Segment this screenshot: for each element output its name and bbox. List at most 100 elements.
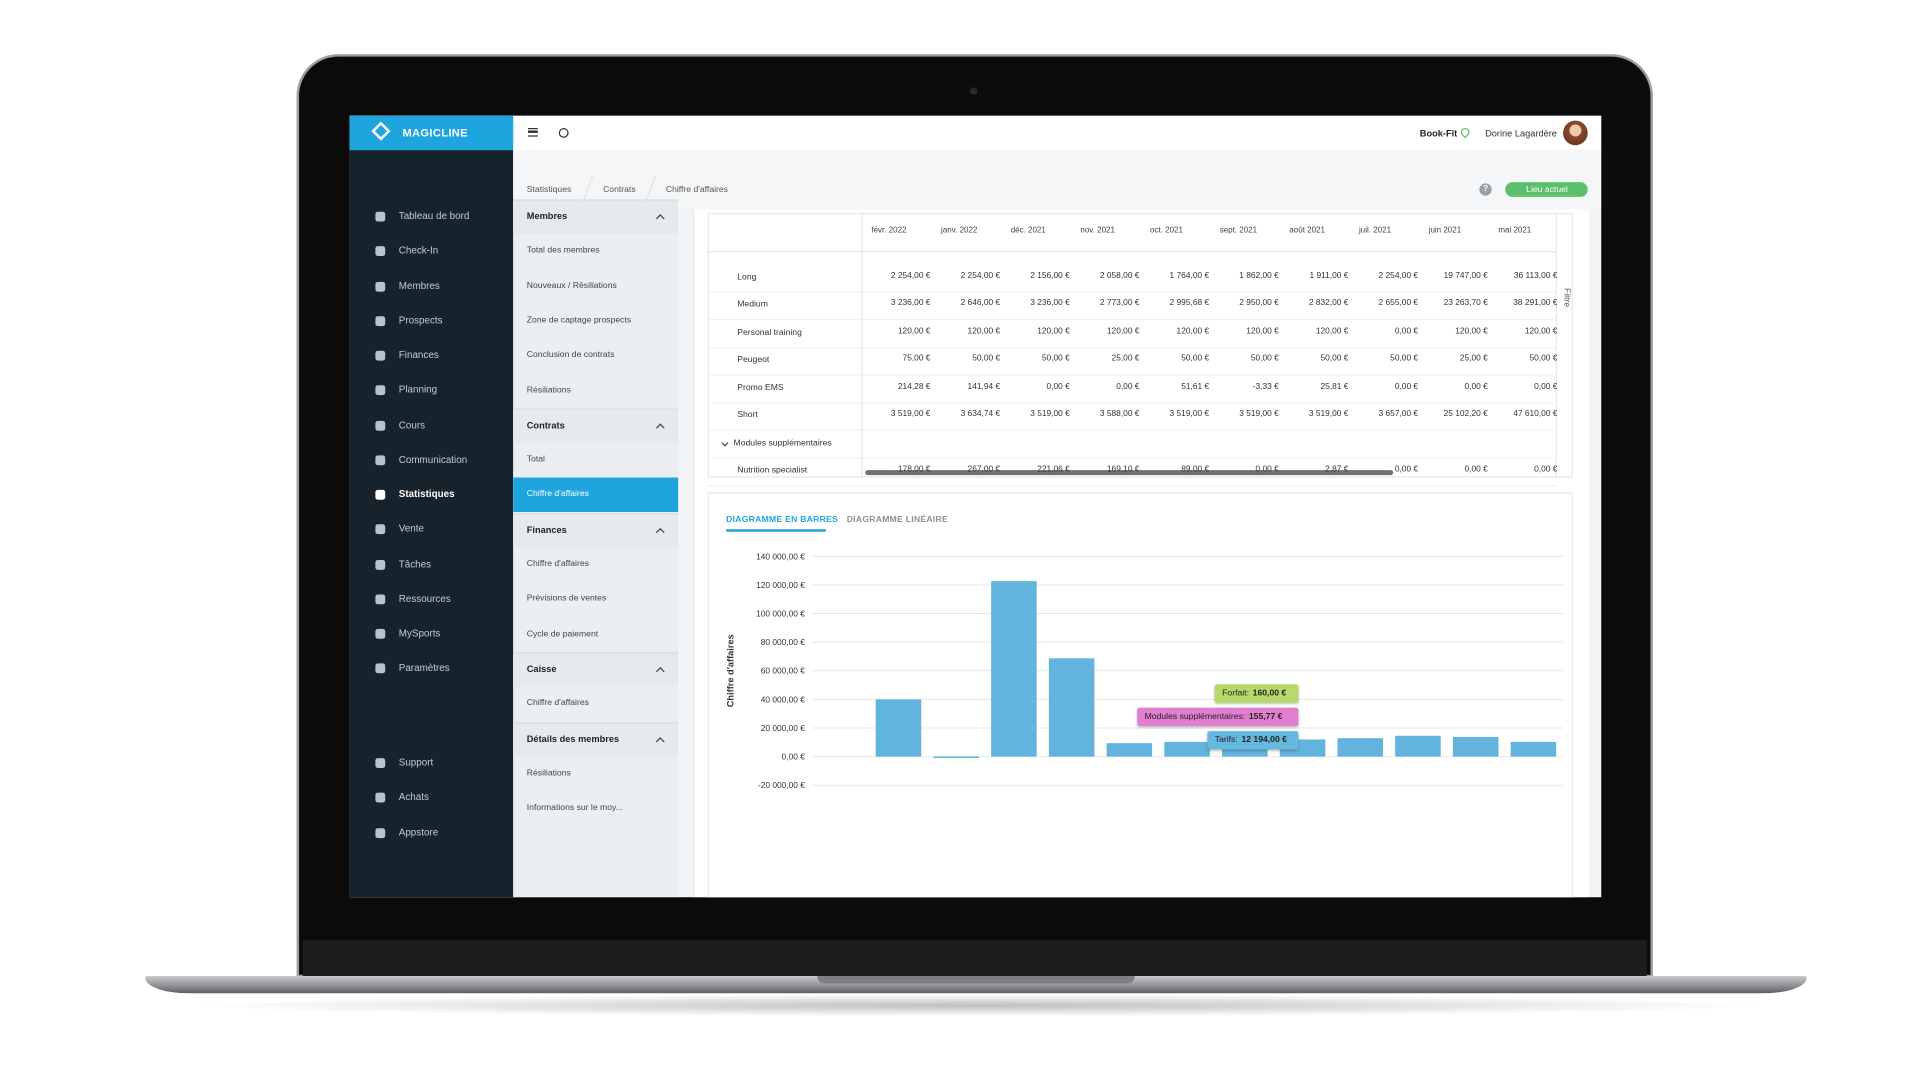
tooltip-value: 12 194,00 € (1241, 735, 1287, 745)
menu-icon[interactable] (527, 127, 538, 137)
y-tick-label: 140 000,00 € (756, 551, 805, 561)
camera (969, 87, 978, 95)
submenu-item[interactable]: Cycle de paiement (526, 629, 599, 639)
breadcrumb-item[interactable]: Chiffre d'affaires (665, 185, 728, 195)
cell: 0,00 € (1464, 465, 1488, 475)
nav-item[interactable]: Tableau de bord (398, 210, 470, 222)
cell: 0,00 € (1046, 382, 1070, 392)
cell: 50,00 € (1390, 354, 1419, 364)
nav-item[interactable]: Vente (398, 523, 424, 535)
column-header: mai 2021 (1498, 226, 1532, 236)
nav-icon (375, 315, 386, 326)
cell: 0,00 € (1464, 382, 1488, 392)
tooltip-text: Forfait: 160,00 € (1222, 689, 1286, 698)
submenu-item[interactable]: Informations sur le moy... (526, 803, 623, 813)
submenu-item[interactable]: Nouveaux / Résiliations (526, 281, 617, 290)
cell: 2 655,00 € (1378, 299, 1419, 309)
location-name[interactable]: Book-Fit (1419, 127, 1458, 140)
nav-item[interactable]: Check-In (398, 245, 439, 257)
nav-item[interactable]: Finances (398, 349, 439, 361)
submenu-item[interactable]: Chiffre d'affaires (526, 490, 589, 499)
chart-tab[interactable]: DIAGRAMME LINÉAIRE (846, 515, 948, 525)
cell: 1 911,00 € (1309, 271, 1349, 281)
location-button-label[interactable]: Lieu actuel (1526, 185, 1568, 195)
bar (1395, 735, 1441, 757)
breadcrumb-item[interactable]: Contrats (603, 185, 636, 195)
cell: 1 764,00 € (1169, 271, 1210, 281)
cell: 2 995,68 € (1169, 299, 1210, 309)
nav-icon (375, 211, 386, 222)
bar (1164, 741, 1210, 757)
nav-item[interactable]: Ressources (398, 592, 451, 604)
scrollbar[interactable] (865, 470, 1394, 476)
filter-divider (1555, 212, 1557, 478)
group-label[interactable]: Modules supplémentaires (733, 438, 832, 448)
nav-icon (375, 455, 386, 465)
submenu-header[interactable]: Caisse (526, 663, 557, 675)
nav-icon (375, 246, 386, 257)
submenu-item[interactable]: Total (526, 455, 545, 465)
cell: 120,00 € (967, 327, 1001, 336)
row-line (707, 374, 1557, 376)
tooltip-box (1137, 707, 1299, 727)
nav-item[interactable]: MySports (398, 627, 441, 639)
submenu-header[interactable]: Détails des membres (526, 732, 620, 744)
user-name[interactable]: Dorine Lagardère (1485, 127, 1557, 140)
submenu-item[interactable]: Total des membres (526, 246, 600, 256)
nav-item[interactable]: Planning (398, 384, 438, 396)
cell: 25,81 € (1320, 382, 1349, 392)
cell: 1 862,00 € (1239, 271, 1279, 281)
nav-item[interactable]: Communication (398, 453, 468, 465)
submenu-header[interactable]: Membres (526, 210, 568, 222)
nav-icon (375, 281, 386, 292)
cell: 2 254,00 € (890, 271, 931, 281)
cell: 0,00 € (1534, 382, 1558, 392)
nav-item[interactable]: Membres (398, 279, 440, 292)
submenu-item[interactable]: Chiffre d'affaires (526, 699, 589, 708)
cell: 178,00 € (897, 465, 931, 475)
submenu-item[interactable]: Résiliations (526, 768, 571, 778)
logo-block (349, 115, 514, 151)
submenu-item[interactable]: Conclusion de contrats (526, 350, 615, 360)
nav-item[interactable]: Support (398, 756, 434, 768)
nav-item[interactable]: Statistiques (398, 488, 455, 500)
submenu-item[interactable]: Zone de captage prospects (526, 316, 632, 325)
tooltip-value: 160,00 € (1252, 689, 1287, 698)
submenu-item[interactable]: Résiliations (526, 385, 571, 395)
table-header-line (707, 251, 1557, 253)
column-header: sept. 2021 (1219, 226, 1258, 236)
chart-tab[interactable]: DIAGRAMME EN BARRES (726, 515, 839, 525)
bar (933, 756, 979, 759)
nav-item[interactable]: Achats (398, 791, 429, 803)
submenu-item[interactable]: Chiffre d'affaires (526, 559, 589, 569)
avatar[interactable] (1563, 120, 1588, 146)
column-header: oct. 2021 (1150, 226, 1183, 236)
nav-icon (375, 792, 386, 803)
breadcrumb-item[interactable]: Statistiques (526, 185, 572, 195)
nav-item[interactable]: Appstore (398, 826, 439, 838)
help-icon[interactable]: ? (1479, 183, 1492, 196)
cell: 50,00 € (1041, 354, 1070, 364)
bar (1106, 743, 1153, 757)
cell: 141,94 € (967, 382, 1001, 392)
nav-item[interactable]: Cours (398, 419, 426, 431)
cell: 75,00 € (902, 354, 931, 364)
nav-icon (375, 758, 386, 768)
nav-item[interactable]: Paramètres (398, 662, 450, 674)
row-line (707, 291, 1557, 293)
sidebar (349, 150, 514, 898)
cell: -3,33 € (1252, 382, 1279, 392)
bar (1048, 658, 1095, 757)
y-tick-label: 120 000,00 € (756, 580, 805, 590)
nav-item[interactable]: Tâches (398, 558, 432, 570)
cell: 3 519,00 € (890, 410, 931, 419)
nav-icon (375, 559, 386, 570)
location-button[interactable] (1505, 182, 1588, 197)
cell: 120,00 € (1246, 327, 1279, 336)
submenu-header[interactable]: Contrats (526, 419, 565, 431)
search-icon[interactable] (558, 127, 569, 138)
nav-item[interactable]: Prospects (398, 314, 443, 326)
cell: 19 747,00 € (1443, 271, 1488, 281)
submenu-item[interactable]: Prévisions de ventes (526, 594, 607, 604)
submenu-header[interactable]: Finances (526, 523, 567, 535)
